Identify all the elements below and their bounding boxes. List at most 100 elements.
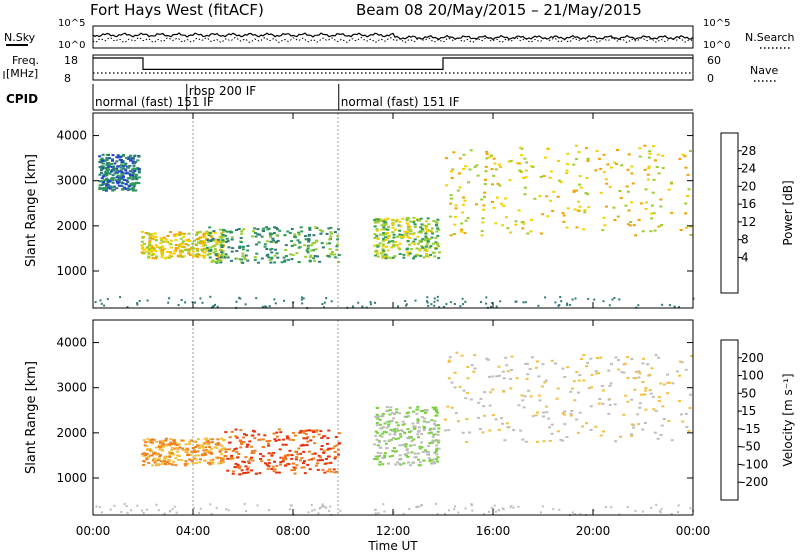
velocity-data-cell bbox=[216, 456, 220, 459]
power-data-cell bbox=[174, 244, 178, 246]
velocity-data-cell bbox=[265, 464, 269, 467]
power-data-cell bbox=[154, 244, 158, 247]
power-data-cell bbox=[195, 249, 199, 252]
power-data-cell bbox=[115, 179, 119, 182]
velocity-data-cell bbox=[382, 430, 386, 433]
power-data-cell bbox=[384, 221, 388, 224]
velocity-data-cell bbox=[240, 441, 243, 444]
velocity-data-cell bbox=[589, 429, 593, 431]
velocity-data-cell bbox=[401, 444, 405, 447]
velocity-data-cell bbox=[644, 387, 648, 390]
power-data-cell bbox=[98, 184, 102, 187]
velocity-data-cell bbox=[433, 408, 436, 411]
velocity-data-cell bbox=[405, 454, 409, 457]
velocity-data-cell bbox=[610, 506, 613, 509]
velocity-data-cell bbox=[194, 458, 198, 461]
power-data-cell bbox=[327, 227, 331, 230]
power-data-cell bbox=[616, 215, 620, 218]
power-data-cell bbox=[163, 257, 167, 260]
velocity-data-cell bbox=[407, 461, 411, 464]
velocity-data-cell bbox=[377, 415, 381, 418]
power-data-cell bbox=[312, 234, 316, 237]
power-data-cell bbox=[257, 241, 261, 244]
power-data-cell bbox=[209, 240, 213, 242]
velocity-data-cell bbox=[433, 458, 437, 461]
power-data-cell bbox=[154, 235, 158, 238]
power-data-cell bbox=[288, 253, 292, 256]
velocity-data-cell bbox=[166, 443, 170, 446]
velocity-data-cell bbox=[159, 441, 162, 444]
power-data-cell bbox=[504, 197, 508, 200]
velocity-data-cell bbox=[169, 441, 173, 444]
power-data-cell bbox=[200, 254, 204, 257]
power-data-cell bbox=[425, 250, 429, 253]
velocity-data-cell bbox=[201, 444, 205, 447]
power-data-cell bbox=[105, 184, 108, 187]
power-data-cell bbox=[188, 240, 192, 243]
power-data-cell bbox=[493, 162, 497, 165]
power-data-cell bbox=[505, 216, 508, 219]
velocity-data-cell bbox=[211, 461, 215, 464]
power-data-cell bbox=[323, 301, 326, 304]
power-data-cell bbox=[168, 254, 172, 257]
power-data-cell bbox=[115, 167, 119, 170]
velocity-data-cell bbox=[468, 431, 471, 434]
velocity-data-cell bbox=[267, 444, 271, 447]
power-data-cell bbox=[463, 199, 467, 202]
velocity-data-cell bbox=[412, 427, 416, 430]
power-data-cell bbox=[639, 202, 643, 205]
velocity-data-cell bbox=[285, 435, 289, 438]
power-data-cell bbox=[100, 161, 104, 164]
power-data-cell bbox=[168, 297, 171, 300]
velocity-data-cell bbox=[500, 417, 504, 420]
x-tick-label: 08:00 bbox=[276, 524, 311, 538]
power-data-cell bbox=[221, 240, 225, 243]
power-data-cell bbox=[180, 299, 183, 301]
velocity-data-cell bbox=[168, 455, 172, 458]
velocity-data-cell bbox=[216, 438, 220, 441]
power-data-cell bbox=[200, 241, 204, 244]
power-data-cell bbox=[638, 155, 642, 158]
power-data-cell bbox=[135, 173, 139, 176]
velocity-data-cell bbox=[392, 417, 395, 420]
power-data-cell bbox=[290, 228, 294, 230]
velocity-data-cell bbox=[387, 423, 391, 426]
power-data-cell bbox=[196, 255, 200, 258]
velocity-data-cell bbox=[166, 460, 170, 463]
power-data-cell bbox=[426, 240, 430, 243]
power-data-cell bbox=[282, 256, 286, 259]
power-data-cell bbox=[306, 251, 310, 254]
power-data-cell bbox=[492, 174, 496, 177]
velocity-data-cell bbox=[151, 464, 155, 467]
velocity-data-cell bbox=[659, 511, 662, 514]
beam-date-label: Beam 08 20/May/2015 – 21/May/2015 bbox=[356, 1, 642, 19]
velocity-data-cell bbox=[431, 462, 435, 465]
velocity-data-cell bbox=[145, 508, 148, 511]
power-data-cell bbox=[492, 206, 496, 209]
power-data-cell bbox=[558, 304, 561, 306]
velocity-data-cell bbox=[215, 506, 218, 509]
x-tick-label: 16:00 bbox=[476, 524, 511, 538]
power-data-cell bbox=[565, 172, 569, 175]
velocity-data-cell bbox=[130, 509, 133, 512]
power-data-cell bbox=[221, 239, 225, 242]
velocity-data-cell bbox=[454, 412, 458, 415]
velocity-data-cell bbox=[267, 465, 271, 468]
power-data-cell bbox=[263, 243, 267, 246]
power-data-cell bbox=[390, 218, 394, 221]
velocity-data-cell bbox=[398, 462, 402, 465]
power-data-cell bbox=[382, 233, 386, 236]
velocity-data-cell bbox=[670, 513, 673, 515]
power-data-cell bbox=[169, 246, 173, 249]
power-data-cell bbox=[432, 242, 435, 245]
velocity-data-cell bbox=[395, 427, 399, 430]
velocity-data-cell bbox=[320, 436, 324, 439]
power-data-cell bbox=[373, 237, 377, 239]
velocity-data-cell bbox=[333, 445, 337, 448]
velocity-data-cell bbox=[208, 438, 212, 441]
velocity-data-cell bbox=[157, 457, 161, 460]
velocity-data-cell bbox=[142, 512, 145, 514]
power-data-cell bbox=[242, 228, 246, 231]
velocity-data-cell bbox=[408, 508, 411, 510]
power-data-cell bbox=[605, 182, 609, 185]
